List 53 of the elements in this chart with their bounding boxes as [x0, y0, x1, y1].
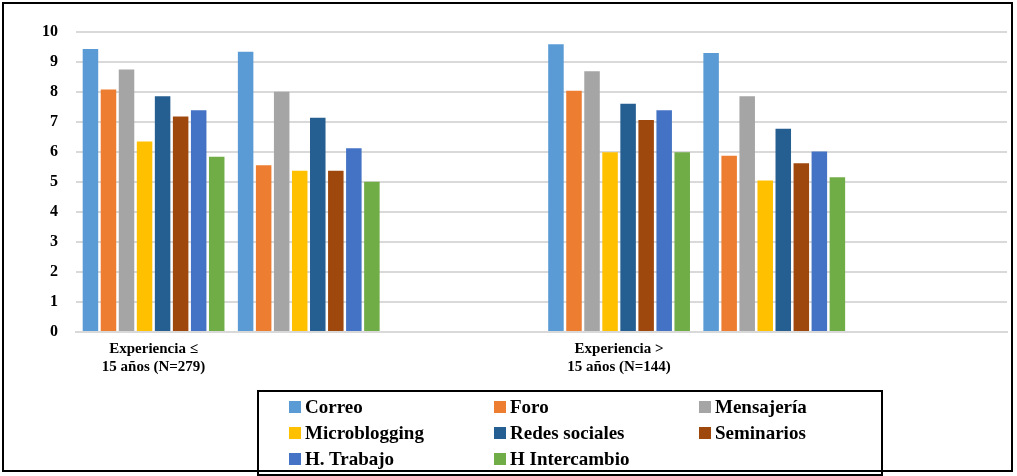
y-tick-label: 1	[50, 292, 58, 310]
bar	[118, 69, 135, 331]
legend-label: H Intercambio	[510, 448, 630, 470]
y-tick-label: 6	[50, 141, 58, 159]
legend-label: Mensajería	[715, 396, 807, 418]
bar	[793, 163, 810, 331]
bar	[656, 110, 672, 331]
bar	[364, 181, 380, 331]
bar	[172, 116, 189, 331]
bar	[208, 156, 225, 331]
bar	[291, 170, 308, 331]
bar	[739, 96, 755, 331]
y-tick-label: 7	[50, 111, 58, 129]
bar	[136, 141, 153, 331]
legend-label: H. Trabajo	[305, 448, 395, 470]
bar	[584, 71, 600, 331]
bar	[811, 151, 828, 331]
legend-label: Redes sociales	[510, 422, 625, 444]
bar	[829, 177, 846, 331]
bar	[620, 103, 636, 331]
y-tick-label: 2	[50, 262, 58, 280]
legend-label: Foro	[510, 396, 549, 418]
bar	[154, 96, 171, 331]
bar	[190, 110, 207, 331]
bar	[346, 148, 362, 331]
x-tick-label: Experiencia ≤ 15 años (N=279)	[101, 339, 206, 375]
bar	[237, 51, 254, 331]
bar	[310, 117, 326, 331]
bar	[721, 155, 737, 331]
y-tick-label: 8	[50, 81, 58, 99]
x-tick-label: Experiencia > 15 años (N=144)	[567, 339, 671, 375]
y-tick-label: 10	[42, 21, 58, 39]
y-tick-label: 0	[50, 322, 58, 340]
y-tick-label: 3	[50, 232, 58, 250]
bar	[548, 44, 564, 331]
bar	[328, 170, 344, 331]
bar	[255, 165, 272, 331]
bar	[674, 152, 690, 331]
bar	[100, 89, 117, 331]
bar	[273, 91, 290, 331]
bar	[638, 119, 654, 331]
legend-label: Seminarios	[715, 422, 806, 444]
legend-label: Microblogging	[305, 422, 424, 444]
y-tick-label: 9	[50, 51, 58, 69]
bar	[775, 128, 792, 331]
bar	[703, 52, 719, 331]
bar	[757, 180, 773, 331]
y-tick-label: 5	[50, 171, 58, 189]
bar	[82, 49, 99, 331]
legend-label: Correo	[305, 396, 363, 418]
bar	[602, 152, 618, 331]
bar	[566, 90, 582, 331]
y-tick-label: 4	[50, 201, 58, 219]
